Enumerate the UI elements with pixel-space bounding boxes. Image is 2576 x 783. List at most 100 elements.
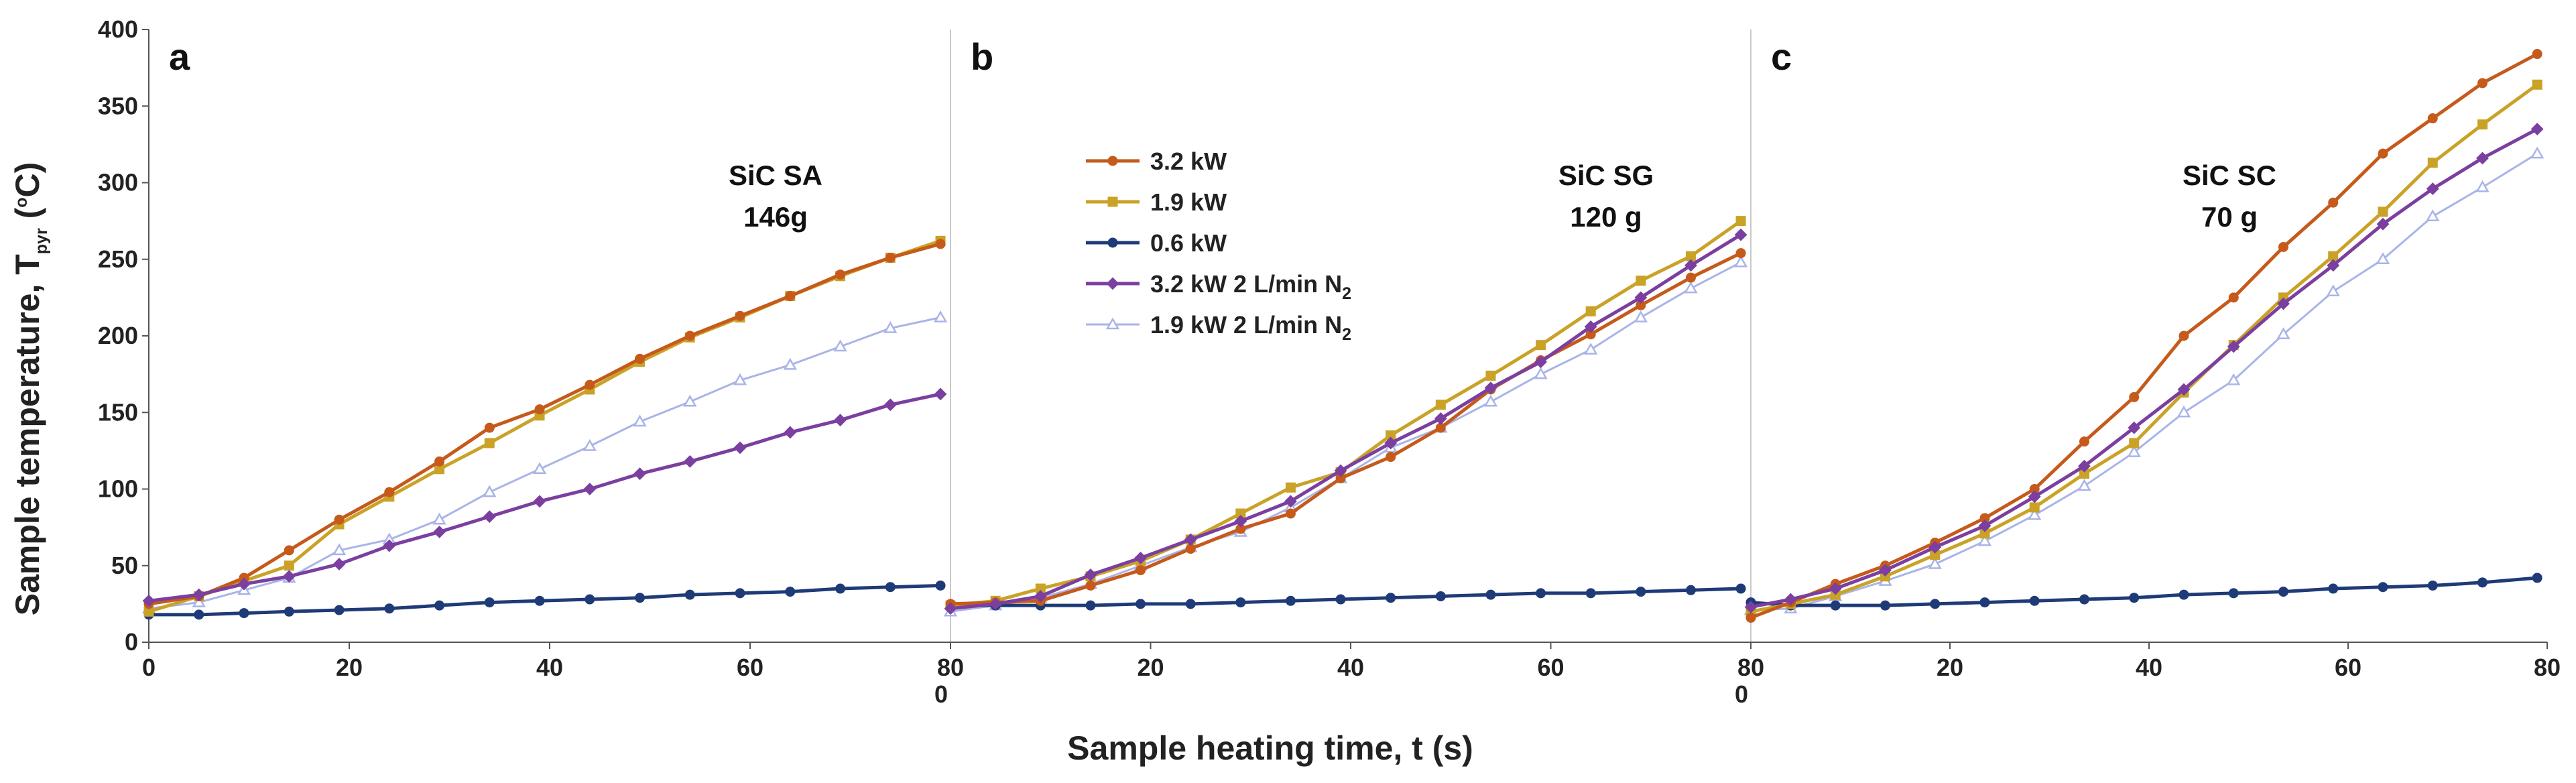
data-point-s2-panel-b	[1587, 307, 1595, 316]
sample-name-b: SiC SG	[1558, 160, 1654, 191]
data-point-s1-panel-b	[1286, 509, 1295, 518]
data-point-s1-panel-c	[2329, 198, 2337, 207]
y-axis-title-subscript: pyr	[32, 228, 51, 254]
data-point-s1-panel-b	[1136, 566, 1145, 575]
legend-label: 3.2 kW	[1150, 147, 1227, 175]
data-point-s3-panel-c	[2533, 574, 2542, 583]
sample-mass-b: 120 g	[1570, 201, 1642, 233]
data-point-s1-panel-a	[385, 488, 393, 497]
y-tick-label: 350	[98, 92, 138, 119]
data-point-s2-panel-c	[2533, 80, 2542, 89]
data-point-s2-panel-b	[1436, 400, 1445, 409]
data-point-s1-panel-a	[736, 312, 745, 320]
data-point-s3-panel-b	[1436, 592, 1445, 601]
data-point-s3-panel-a	[736, 589, 745, 597]
data-point-s3-panel-b	[1136, 599, 1145, 608]
chart: 0501001502002503003504000 20 40 60 80 20 40 60 8…	[0, 0, 2576, 783]
x-tick-label: 60	[1537, 654, 1564, 681]
sample-mass-c: 70 g	[2201, 201, 2258, 233]
data-point-s3-panel-b	[1186, 599, 1195, 608]
x-tick-label-panel-start: 0	[934, 680, 948, 708]
data-point-s3-panel-c	[1881, 601, 1890, 610]
data-point-s2-panel-c	[2030, 503, 2039, 511]
data-point-s3-panel-c	[1930, 599, 1939, 608]
data-point-s1-panel-c	[2229, 293, 2238, 302]
data-point-s3-panel-a	[686, 591, 694, 599]
data-point-s3-panel-c	[2279, 587, 2288, 596]
data-point-s3-panel-b	[1286, 597, 1295, 605]
data-point-s1-panel-a	[786, 292, 794, 300]
data-point-s2-panel-c	[2429, 158, 2437, 167]
x-tick-label: 0	[142, 654, 156, 681]
y-axis-title-main: Sample temperature, T	[9, 254, 46, 615]
x-tick-label: 20	[1937, 654, 1963, 681]
panel-letter-b: b	[971, 36, 993, 78]
data-point-s1-panel-a	[435, 457, 444, 466]
data-point-s3-panel-c	[2179, 591, 2188, 599]
data-point-s3-panel-c	[2429, 581, 2437, 590]
data-point-s3-panel-b	[1737, 585, 1745, 593]
sample-name-c: SiC SC	[2183, 160, 2276, 191]
data-point-s1-panel-b	[1386, 453, 1395, 461]
data-point-s1-panel-c	[2179, 332, 2188, 341]
data-point-s3-panel-a	[786, 587, 794, 596]
data-point-s2-panel-b	[1636, 276, 1645, 285]
x-tick-label: 40	[2136, 654, 2162, 681]
data-point-s1-panel-c	[1747, 613, 1756, 622]
data-point-s1-panel-c	[2533, 50, 2542, 58]
data-point-s3-panel-b	[1337, 595, 1345, 604]
data-point-s1-panel-c	[2478, 78, 2487, 87]
data-point-s2-panel-b	[1486, 371, 1495, 380]
data-point-s3-panel-a	[836, 585, 845, 593]
data-point-s1-panel-a	[886, 253, 895, 262]
data-point-s1-panel-b	[1737, 249, 1745, 257]
legend-marker	[1109, 239, 1117, 247]
data-point-s3-panel-b	[1636, 587, 1645, 596]
x-tick-label: 20	[1137, 654, 1164, 681]
x-tick-label: 80	[2534, 654, 2561, 681]
data-point-s2-panel-b	[1536, 341, 1545, 349]
data-point-s3-panel-a	[194, 610, 203, 619]
data-point-s3-panel-c	[2080, 595, 2089, 604]
data-point-s3-panel-a	[635, 593, 644, 602]
x-tick-label: 20	[336, 654, 363, 681]
x-tick-label: 80	[1737, 654, 1764, 681]
x-tick-label: 60	[2335, 654, 2362, 681]
legend-label: 1.9 kW	[1150, 188, 1227, 216]
data-point-s3-panel-c	[2329, 585, 2337, 593]
data-point-s3-panel-b	[1236, 598, 1245, 607]
data-point-s2-panel-b	[1737, 217, 1745, 225]
data-point-s3-panel-b	[1686, 586, 1695, 595]
y-tick-label: 250	[98, 245, 138, 273]
data-point-s1-panel-c	[2378, 149, 2387, 158]
data-point-s1-panel-a	[936, 239, 945, 248]
data-point-s2-panel-c	[2478, 120, 2487, 129]
data-point-s3-panel-a	[485, 598, 494, 607]
y-tick-label: 400	[98, 15, 138, 43]
data-point-s1-panel-a	[285, 546, 294, 554]
data-point-s3-panel-a	[285, 607, 294, 616]
data-point-s1-panel-b	[1686, 274, 1695, 282]
y-tick-label: 300	[98, 169, 138, 196]
data-point-s2-panel-a	[285, 561, 294, 570]
data-point-s1-panel-a	[585, 381, 594, 389]
legend-label: 0.6 kW	[1150, 229, 1227, 257]
data-point-s1-panel-a	[635, 355, 644, 363]
y-tick-label: 150	[98, 398, 138, 426]
data-point-s1-panel-a	[536, 405, 544, 414]
data-point-s1-panel-c	[2080, 437, 2089, 446]
y-tick-label: 50	[111, 552, 138, 579]
data-point-s3-panel-c	[2130, 593, 2138, 602]
x-tick-label-panel-start: 0	[1735, 680, 1748, 708]
legend-marker	[1109, 157, 1117, 166]
sample-mass-a: 146g	[743, 201, 808, 233]
y-tick-label: 200	[98, 322, 138, 349]
data-point-s3-panel-b	[1386, 593, 1395, 602]
y-axis-title-units-close: C)	[9, 162, 46, 198]
data-point-s2-panel-a	[485, 438, 494, 447]
data-point-s3-panel-b	[1536, 589, 1545, 597]
data-point-s1-panel-a	[836, 270, 845, 279]
data-point-s3-panel-a	[585, 595, 594, 604]
x-tick-label: 60	[737, 654, 763, 681]
data-point-s3-panel-b	[1587, 589, 1595, 597]
